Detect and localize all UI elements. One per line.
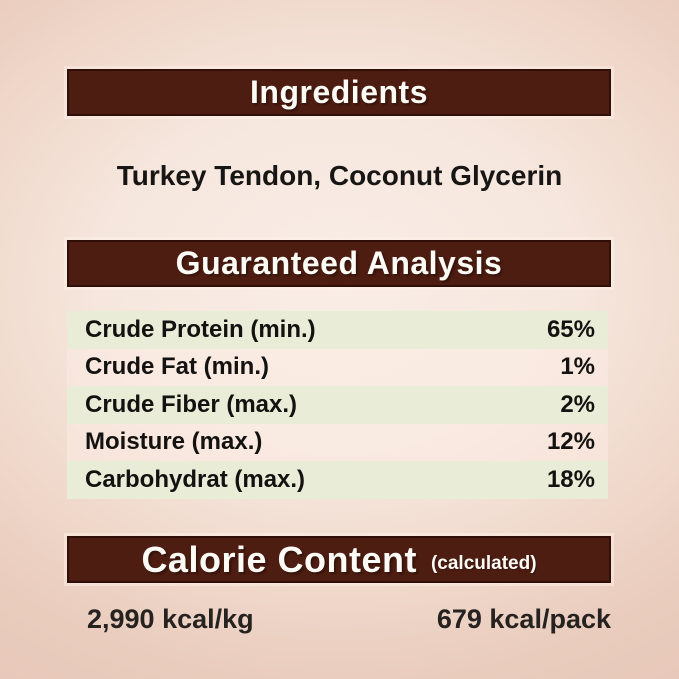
- table-row: Moisture (max.) 12%: [67, 423, 608, 461]
- row-value: 1%: [560, 353, 595, 381]
- calorie-content-subtitle: (calculated): [430, 552, 537, 574]
- ingredients-header-bar: Ingredients: [67, 69, 611, 116]
- row-value: 18%: [546, 465, 595, 493]
- row-value: 65%: [546, 315, 595, 343]
- calorie-content-header-bar: Calorie Content (calculated): [67, 536, 611, 583]
- row-label: Crude Fiber (max.): [85, 390, 298, 418]
- guaranteed-analysis-title: Guaranteed Analysis: [175, 245, 503, 281]
- row-label: Carbohydrat (max.): [85, 465, 306, 493]
- guaranteed-analysis-table: Crude Protein (min.) 65% Crude Fat (min.…: [67, 311, 608, 499]
- row-label: Crude Protein (min.): [85, 315, 316, 343]
- ingredients-title: Ingredients: [250, 74, 428, 110]
- guaranteed-analysis-header-bar: Guaranteed Analysis: [67, 240, 611, 287]
- row-label: Crude Fat (min.): [85, 353, 269, 381]
- row-value: 2%: [560, 390, 595, 418]
- calorie-per-kg: 2,990 kcal/kg: [87, 604, 254, 634]
- calorie-content-title: Calorie Content: [141, 538, 417, 580]
- table-row: Crude Fiber (max.) 2%: [67, 386, 608, 424]
- calorie-per-pack: 679 kcal/pack: [436, 604, 611, 634]
- ingredients-list: Turkey Tendon, Coconut Glycerin: [116, 160, 563, 191]
- table-row: Crude Protein (min.) 65%: [67, 311, 608, 349]
- table-row: Crude Fat (min.) 1%: [67, 348, 608, 386]
- row-label: Moisture (max.): [85, 428, 263, 456]
- row-value: 12%: [546, 428, 595, 456]
- table-row: Carbohydrat (max.) 18%: [67, 461, 608, 499]
- calorie-values-row: 2,990 kcal/kg 679 kcal/pack: [87, 604, 611, 635]
